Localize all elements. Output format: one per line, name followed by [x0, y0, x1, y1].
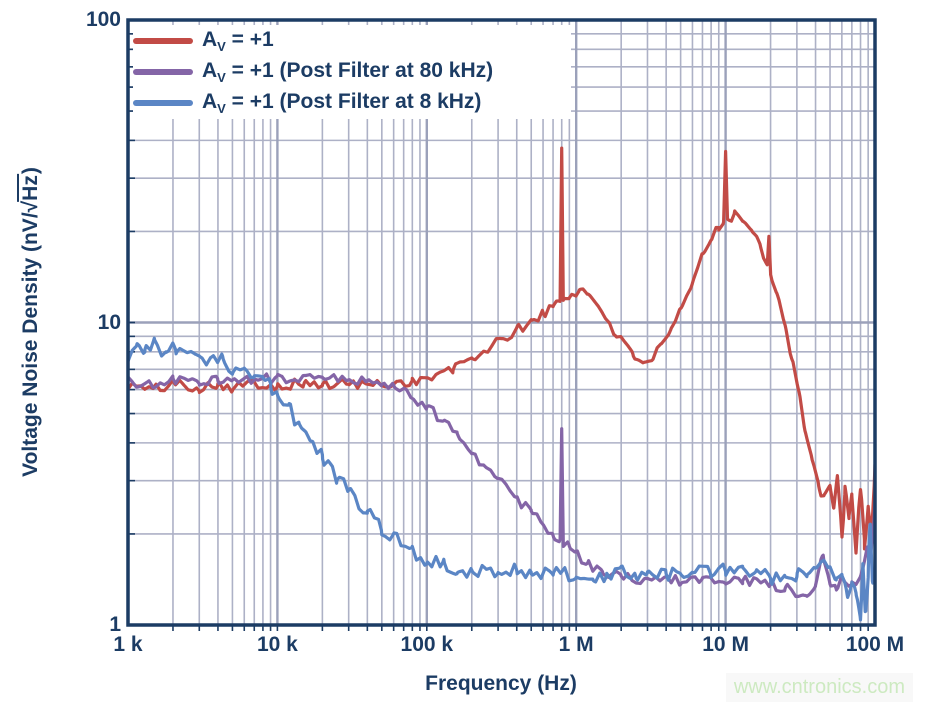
legend-label: AV = +1: [202, 27, 274, 55]
watermark: www.cntronics.com: [725, 673, 913, 702]
legend-label: AV = +1 (Post Filter at 8 kHz): [202, 89, 482, 117]
legend-item-av1: AV = +1: [133, 27, 571, 55]
x-tick-label: 1 k: [113, 633, 143, 656]
y-tick-label: 1: [109, 613, 121, 636]
plot-frame: [126, 18, 877, 627]
series-line-1: [128, 146, 875, 555]
legend-item-av1-8khz: AV = +1 (Post Filter at 8 kHz): [133, 89, 571, 117]
legend-line-purple: [133, 69, 193, 75]
x-tick-label: 1 M: [558, 633, 594, 656]
legend: AV = +1 AV = +1 (Post Filter at 80 kHz) …: [133, 25, 571, 119]
y-tick-label: 100: [85, 8, 121, 31]
legend-item-av1-80khz: AV = +1 (Post Filter at 80 kHz): [133, 58, 571, 86]
sqrt-radical: √: [19, 200, 42, 213]
x-axis-title: Frequency (Hz): [425, 672, 577, 695]
x-tick-label: 100 M: [845, 633, 905, 656]
legend-label: AV = +1 (Post Filter at 80 kHz): [202, 58, 494, 86]
legend-line-blue: [133, 100, 193, 106]
series-line-2: [128, 372, 875, 599]
y-tick-label: 10: [97, 310, 121, 334]
legend-line-red: [133, 38, 193, 44]
series-line-3: [128, 336, 875, 622]
x-tick-label: 100 k: [400, 633, 454, 656]
x-tick-label: 10 k: [256, 633, 298, 656]
grid-major: [128, 20, 875, 625]
x-tick-label: 10 M: [702, 633, 749, 656]
